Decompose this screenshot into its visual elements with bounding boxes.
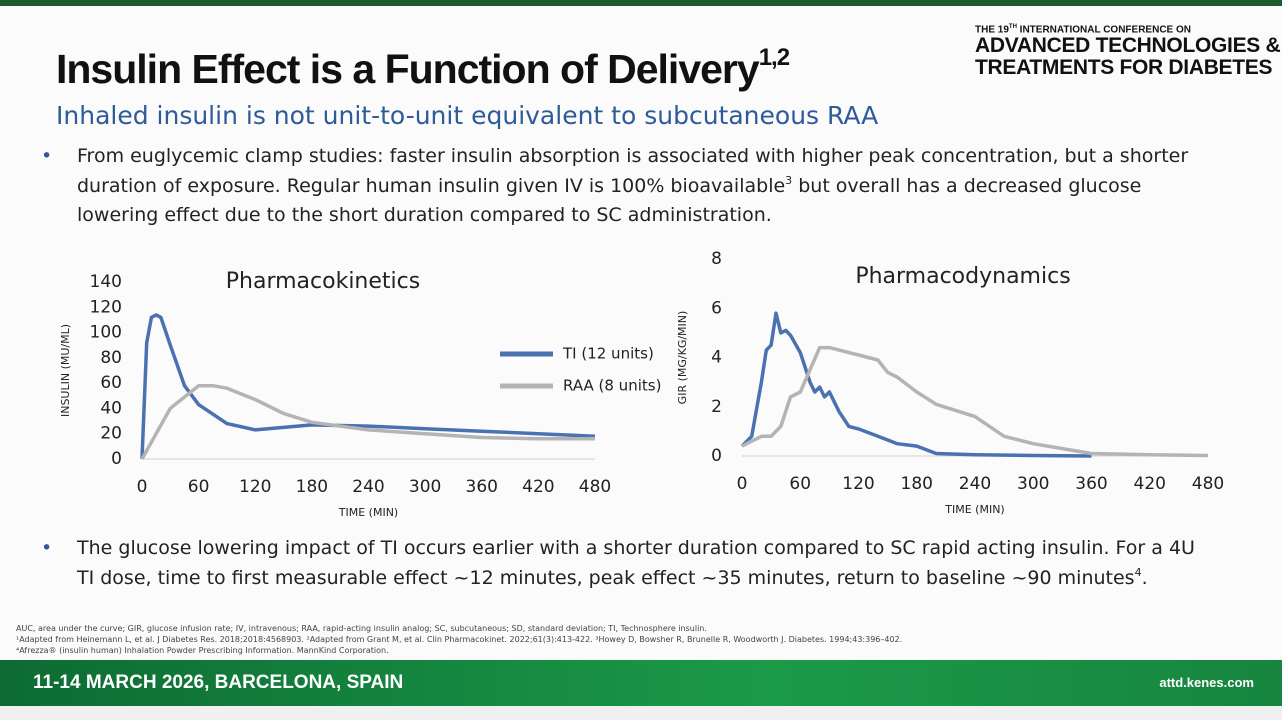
x-tick-label: 360 [466,477,498,497]
x-tick-label: 240 [959,474,991,494]
x-tick-label: 240 [352,477,384,497]
x-tick-label: 360 [1075,474,1107,494]
bullet-text: but overall has a decreased glucose lowe… [77,174,1142,227]
y-tick-label: 2 [711,397,722,417]
y-tick-label: 4 [711,348,722,368]
y-tick-label: 140 [90,272,122,292]
data-line [140,313,596,460]
x-axis-label: TIME (MIN) [944,503,1004,516]
superscript: 4 [1134,565,1142,579]
conference-logo: THE 19TH INTERNATIONAL CONFERENCE ON ADV… [975,24,1281,80]
y-tick-label: 8 [711,249,722,269]
data-line [741,345,1209,458]
bullet: From euglycemic clamp studies: faster in… [41,142,1207,231]
edition-text: THE 19 [975,24,1009,36]
data-line [140,383,595,460]
y-axis-label: INSULIN (MU/ML) [59,324,72,417]
conference-name: ADVANCED TECHNOLOGIES & [975,34,1281,58]
x-tick-label: 420 [1134,474,1166,494]
event-dates: 11-14 MARCH 2026, BARCELONA, SPAIN [33,672,404,693]
slide-title: Insulin Effect is a Function of Delivery… [56,44,790,93]
conference-name: TREATMENTS FOR DIABETES [975,56,1273,80]
legend-label: TI (12 units) [562,345,654,363]
x-tick-label: 300 [1017,474,1049,494]
y-tick-label: 0 [111,449,122,469]
y-tick-label: 80 [100,348,122,368]
x-tick-label: 420 [522,477,554,497]
x-tick-label: 480 [1192,474,1224,494]
footer-bar: 11-14 MARCH 2026, BARCELONA, SPAIN attd.… [0,660,1282,706]
bottom-strip [0,706,1282,720]
footnote: ¹Adapted from Heinemann L, et al. J Diab… [16,635,903,644]
data-line [740,311,1092,458]
footnote: ⁴Afrezza® (insulin human) Inhalation Pow… [16,646,389,655]
x-tick-label: 180 [296,477,328,497]
y-tick-label: 6 [711,298,722,318]
bullet: The glucose lowering impact of TI occurs… [41,534,1207,593]
x-tick-label: 300 [409,477,441,497]
conference-edition: THE 19TH INTERNATIONAL CONFERENCE ON [975,24,1280,35]
edition-text: INTERNATIONAL CONFERENCE ON [1016,24,1191,36]
y-tick-label: 20 [100,424,122,444]
bullet-text: From euglycemic clamp studies: faster in… [77,145,1189,197]
x-axis-label: TIME (MIN) [338,506,398,519]
y-tick-label: 0 [711,446,722,466]
edition-sup: TH [1008,24,1017,30]
x-tick-label: 180 [901,474,933,494]
x-tick-label: 0 [737,474,748,494]
y-axis-label: GIR (MG/KG/MIN) [676,311,689,405]
bullet-text: The glucose lowering impact of TI occurs… [77,537,1195,589]
slide-subtitle: Inhaled insulin is not unit-to-unit equi… [56,101,879,130]
x-tick-label: 60 [188,477,210,497]
footnotes: AUC, area under the curve; GIR, glucose … [16,623,902,656]
title-text: Insulin Effect is a Function of Delivery [56,46,760,92]
y-tick-label: 120 [90,297,122,317]
title-superscript: 1,2 [758,44,790,71]
x-tick-label: 60 [789,474,811,494]
event-url[interactable]: attd.kenes.com [1159,675,1254,690]
y-tick-label: 60 [100,373,122,393]
chart-title: Pharmacodynamics [855,264,1070,289]
y-tick-label: 40 [100,398,122,418]
x-tick-label: 120 [842,474,874,494]
x-tick-label: 0 [137,477,148,497]
y-tick-label: 100 [90,323,122,343]
top-bar [0,0,1282,6]
legend-label: RAA (8 units) [563,377,661,395]
superscript: 3 [785,173,793,187]
x-tick-label: 120 [239,477,271,497]
x-tick-label: 480 [579,477,611,497]
footnote: AUC, area under the curve; GIR, glucose … [16,624,707,633]
bullet-text: . [1141,566,1148,589]
chart-title: Pharmacokinetics [226,269,420,294]
